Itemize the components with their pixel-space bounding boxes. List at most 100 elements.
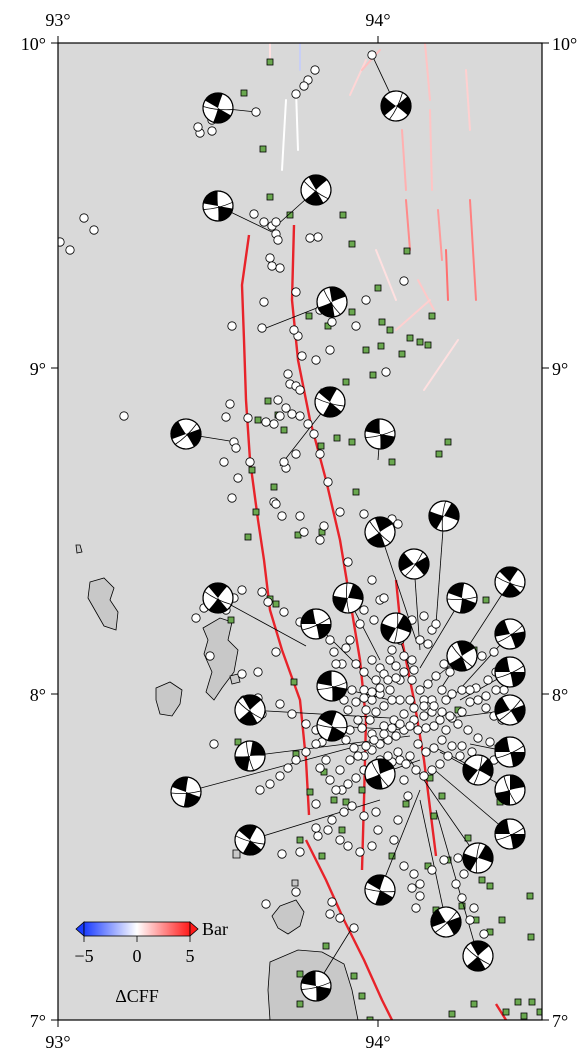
event-marker (387, 723, 397, 733)
event-marker (243, 413, 253, 423)
event-marker (423, 679, 433, 689)
station-marker (296, 836, 304, 844)
event-marker (231, 443, 241, 453)
event-marker (451, 879, 461, 889)
event-marker (379, 701, 389, 711)
leader-line (217, 597, 307, 647)
event-marker (409, 703, 419, 713)
station-marker (348, 240, 356, 248)
station-marker (514, 998, 522, 1006)
station-marker (234, 738, 242, 746)
event-marker (465, 697, 475, 707)
event-marker (327, 815, 337, 825)
event-marker (271, 499, 281, 509)
event-marker (193, 122, 203, 132)
focal-mechanism-beachball (380, 90, 412, 122)
event-marker (419, 711, 429, 721)
station-marker (482, 596, 490, 604)
station-marker (227, 616, 235, 624)
focal-mechanism-beachball (494, 566, 526, 598)
event-marker (335, 913, 345, 923)
station-marker (254, 416, 262, 424)
lon-label-bottom-94: 94° (365, 1032, 390, 1052)
event-marker (411, 903, 421, 913)
event-marker (313, 232, 323, 242)
event-marker (431, 619, 441, 629)
focal-mechanism-beachball (364, 418, 396, 450)
dcff-fault-traces (269, 43, 477, 391)
event-marker (369, 735, 379, 745)
station-marker (240, 89, 248, 97)
island-small-c (232, 849, 241, 859)
event-marker (297, 351, 307, 361)
lon-label-top-94: 94° (365, 10, 390, 30)
colorbar-right-arrow (189, 921, 199, 937)
colorbar-quantity-label: ΔCFF (115, 986, 159, 1006)
station-marker (296, 1000, 304, 1008)
event-marker (429, 743, 439, 753)
event-marker (287, 409, 297, 419)
station-marker (306, 788, 314, 796)
event-marker (387, 695, 397, 705)
focal-mechanisms (170, 90, 526, 1002)
station-marker (438, 792, 446, 800)
event-marker (259, 217, 269, 227)
event-marker (339, 807, 349, 817)
event-marker (295, 411, 305, 421)
event-marker (271, 217, 281, 227)
event-marker (407, 883, 417, 893)
event-marker (479, 929, 489, 939)
lat-label-left-7: 7° (30, 1011, 46, 1031)
focal-mechanism-beachball (364, 874, 396, 906)
focal-mechanism-beachball (428, 500, 460, 532)
event-marker (395, 695, 405, 705)
station-marker (350, 972, 358, 980)
frame-ticks (51, 36, 549, 1027)
event-marker (407, 655, 417, 665)
event-marker (399, 276, 409, 286)
focal-mechanism-beachball (462, 940, 494, 972)
station-marker (430, 812, 438, 820)
event-marker (349, 743, 359, 753)
station-marker (377, 342, 385, 350)
station-marker (402, 800, 410, 808)
station-marker (286, 211, 294, 219)
station-marker (464, 834, 472, 842)
focal-mechanism-beachball (316, 670, 348, 702)
event-marker (369, 615, 379, 625)
lon-label-top-93: 93° (45, 10, 70, 30)
event-marker (465, 685, 475, 695)
station-marker (526, 892, 534, 900)
event-marker (303, 419, 313, 429)
event-marker (459, 869, 469, 879)
event-marker (403, 791, 413, 801)
focal-mechanism-beachball (332, 582, 364, 614)
event-marker (359, 685, 369, 695)
station-marker (318, 852, 326, 860)
event-marker (405, 695, 415, 705)
event-marker (457, 707, 467, 717)
leader-line (249, 799, 381, 841)
station-marker (444, 438, 452, 446)
event-marker (351, 697, 361, 707)
event-marker (89, 225, 99, 235)
event-marker (221, 412, 231, 422)
event-marker (431, 671, 441, 681)
focal-mechanism-beachball (170, 418, 202, 450)
event-marker (275, 263, 285, 273)
focal-mechanism-beachball (316, 286, 348, 318)
event-marker (315, 763, 325, 773)
colorbar-tick-max: 5 (186, 946, 195, 966)
event-marker (371, 707, 381, 717)
event-marker (331, 659, 341, 669)
station-marker (448, 1010, 456, 1018)
event-marker (383, 751, 393, 761)
event-marker (353, 715, 363, 725)
lon-label-bottom-93: 93° (45, 1032, 70, 1052)
station-marker (342, 378, 350, 386)
event-marker (281, 403, 291, 413)
station-marker (338, 826, 346, 834)
event-marker (457, 685, 467, 695)
event-marker (463, 725, 473, 735)
event-marker (379, 729, 389, 739)
